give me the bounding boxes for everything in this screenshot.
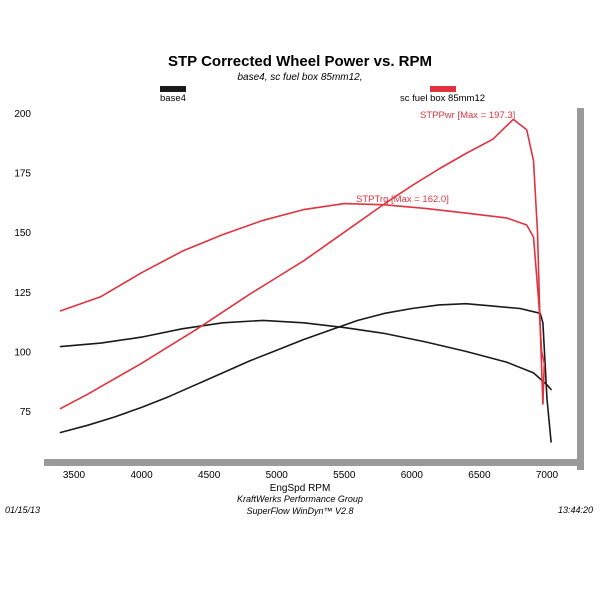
x-tick-label: 5000 xyxy=(266,470,289,481)
legend-label-sc-fuel-box: sc fuel box 85mm12 xyxy=(400,93,485,104)
annotation-stppwr: STPPwr [Max = 197.3] xyxy=(420,110,515,121)
y-axis-ticks: 75 100 125 150 175 200 xyxy=(14,109,31,418)
x-tick-label: 4000 xyxy=(130,470,153,481)
x-axis-ticks: 3500 4000 4500 5000 5500 6000 6500 7000 xyxy=(63,470,559,481)
series-line-base4-0 xyxy=(59,302,552,443)
annotation-stptrq: STPTrq [Max = 162.0] xyxy=(356,194,449,205)
x-tick-label: 5500 xyxy=(333,470,356,481)
x-axis-label: EngSpd RPM xyxy=(270,483,331,494)
x-tick-label: 6500 xyxy=(468,470,491,481)
plot-border-right xyxy=(577,108,584,470)
x-tick-label: 7000 xyxy=(536,470,559,481)
chart-subtitle: base4, sc fuel box 85mm12, xyxy=(237,72,362,83)
footer-date: 01/15/13 xyxy=(5,505,40,515)
legend-swatch-sc-fuel-box xyxy=(430,86,456,92)
y-tick-label: 150 xyxy=(14,228,31,239)
footer-company: KraftWerks Performance Group xyxy=(237,494,363,504)
series-line-sc-fuel-box-85mm12-3 xyxy=(59,202,546,405)
footer-time: 13:44:20 xyxy=(558,505,593,515)
y-tick-label: 75 xyxy=(20,407,32,418)
x-tick-label: 3500 xyxy=(63,470,86,481)
x-tick-label: 6000 xyxy=(401,470,424,481)
series-line-base4-1 xyxy=(59,319,552,391)
footer-software: SuperFlow WinDyn™ V2.8 xyxy=(247,506,354,516)
legend-label-base4: base4 xyxy=(160,93,186,104)
y-tick-label: 175 xyxy=(14,169,31,180)
legend: base4 sc fuel box 85mm12 xyxy=(160,86,485,104)
series-line-sc-fuel-box-85mm12-2 xyxy=(59,118,544,410)
y-tick-label: 125 xyxy=(14,288,31,299)
series-group xyxy=(59,118,552,443)
legend-swatch-base4 xyxy=(160,86,186,92)
y-tick-label: 100 xyxy=(14,347,31,358)
x-tick-label: 4500 xyxy=(198,470,221,481)
y-tick-label: 200 xyxy=(14,109,31,120)
chart-title: STP Corrected Wheel Power vs. RPM xyxy=(168,53,432,70)
plot-border-bottom xyxy=(44,459,584,466)
